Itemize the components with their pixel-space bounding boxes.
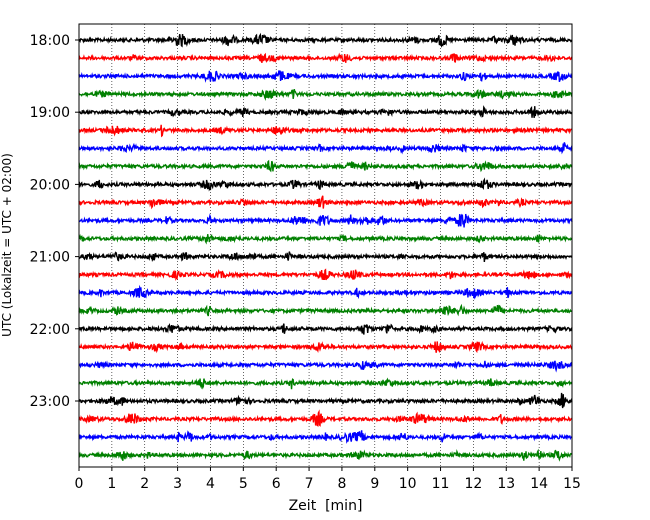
x-tick-label: 6 [272, 476, 281, 492]
trace-18:45 [78, 88, 573, 101]
x-tick-label: 15 [563, 476, 581, 492]
x-tick-label: 7 [305, 476, 314, 492]
trace-18:00 [78, 32, 573, 48]
x-tick-label: 13 [497, 476, 515, 492]
x-tick-label: 12 [464, 476, 482, 492]
x-tick-label: 1 [107, 476, 116, 492]
y-tick-label: 23:00 [30, 394, 70, 410]
trace-18:15 [78, 52, 573, 64]
y-axis: 18:00 19:00 20:00 21:00 22:00 23:00 [30, 33, 79, 410]
trace-20:30 [78, 213, 573, 228]
trace-23:00 [78, 392, 573, 409]
trace-20:45 [78, 233, 573, 245]
x-tick-label: 10 [399, 476, 417, 492]
trace-21:00 [78, 251, 573, 263]
trace-19:30 [78, 142, 573, 155]
trace-19:15 [78, 124, 573, 138]
y-axis-label: UTC (Lokalzeit = UTC + 02:00) [0, 153, 14, 337]
grid-layer [111, 24, 540, 467]
trace-21:15 [78, 268, 573, 281]
trace-19:00 [78, 105, 573, 118]
x-tick-label: 4 [206, 476, 215, 492]
x-tick-label: 8 [337, 476, 346, 492]
trace-22:45 [78, 377, 573, 390]
x-tick-label: 2 [140, 476, 149, 492]
y-tick-label: 18:00 [30, 33, 70, 49]
x-tick-label: 14 [530, 476, 548, 492]
trace-23:15 [78, 409, 573, 427]
x-tick-label: 0 [75, 476, 84, 492]
x-tick-label: 11 [432, 476, 450, 492]
x-tick-label: 5 [239, 476, 248, 492]
trace-18:30 [78, 70, 573, 83]
trace-21:30 [78, 284, 573, 300]
trace-23:45 [78, 448, 573, 462]
y-tick-label: 20:00 [30, 177, 70, 193]
trace-19:45 [78, 159, 573, 173]
y-tick-label: 19:00 [30, 105, 70, 121]
trace-20:00 [78, 177, 573, 192]
x-tick-label: 3 [173, 476, 182, 492]
x-axis: 0 1 2 3 4 5 6 7 8 9 10 11 12 13 14 15 [75, 467, 581, 492]
y-tick-label: 21:00 [30, 250, 70, 266]
trace-22:00 [78, 323, 573, 335]
trace-22:30 [78, 360, 573, 373]
trace-20:15 [78, 195, 573, 210]
trace-23:30 [78, 430, 573, 444]
trace-22:15 [78, 340, 573, 354]
plot-frame [78, 23, 573, 468]
x-tick-label: 9 [370, 476, 379, 492]
y-tick-label: 22:00 [30, 322, 70, 338]
traces-layer [78, 32, 573, 462]
x-axis-label: Zeit [min] [289, 498, 363, 514]
trace-21:45 [78, 303, 573, 317]
